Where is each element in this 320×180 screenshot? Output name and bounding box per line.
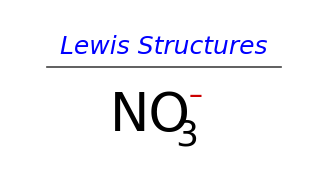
Text: NO: NO	[109, 90, 190, 142]
Text: Lewis Structures: Lewis Structures	[60, 35, 268, 58]
Text: –: –	[189, 82, 203, 111]
Text: 3: 3	[175, 118, 198, 152]
